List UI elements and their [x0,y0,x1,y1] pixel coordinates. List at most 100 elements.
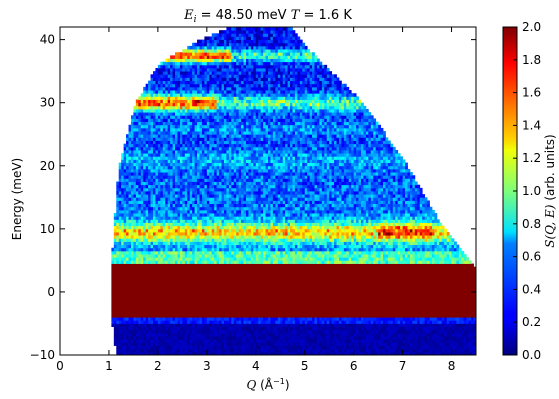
heatmap-cell [277,329,281,334]
heatmap-cell [439,304,443,309]
heatmap-cell [449,323,452,328]
heatmap-cell [409,345,413,350]
heatmap-cell [184,336,188,340]
heatmap-cell [121,282,125,287]
heatmap-cell [427,310,430,315]
heatmap-cell [348,329,352,334]
heatmap-cell [245,345,249,350]
heatmap-cell [121,307,125,312]
heatmap-cell [265,310,269,315]
heatmap-cell [363,317,367,321]
heatmap-cell [121,320,125,324]
heatmap-cell [277,276,281,280]
heatmap-cell [297,276,301,280]
heatmap-cell [321,257,325,261]
heatmap-cell [263,298,266,302]
heatmap-cell [449,310,452,315]
heatmap-cell [250,250,254,255]
heatmap-cell [453,320,457,324]
heatmap-cell [140,317,144,321]
heatmap-cell [282,263,286,268]
heatmap-cell [427,295,430,299]
heatmap-cell [380,250,384,255]
heatmap-cell [385,317,389,321]
heatmap-cell [390,288,394,293]
heatmap-cell [319,282,323,287]
heatmap-cell [427,307,430,312]
heatmap-cell [402,320,406,324]
heatmap-cell [165,247,169,252]
heatmap-cell [152,326,156,331]
heatmap-cell [461,288,465,293]
heatmap-cell [143,317,147,321]
heatmap-cell [419,317,423,321]
heatmap-cell [287,282,291,287]
heatmap-cell [314,323,318,328]
heatmap-cell [314,250,318,255]
heatmap-cell [316,314,320,318]
heatmap-cell [150,298,154,302]
heatmap-cell [444,336,448,340]
heatmap-cell [461,345,465,350]
heatmap-cell [250,295,254,299]
heatmap-cell [219,342,222,346]
heatmap-cell [290,257,293,261]
heatmap-cell [373,336,377,340]
heatmap-cell [331,342,335,346]
heatmap-cell [177,326,181,331]
heatmap-cell [123,329,127,334]
heatmap-cell [275,285,279,290]
heatmap-cell [118,323,122,328]
heatmap-cell [316,247,320,252]
heatmap-cell [219,307,222,312]
heatmap [111,27,476,355]
heatmap-cell [160,317,164,321]
heatmap-cell [395,301,399,305]
heatmap-cell [439,269,443,274]
heatmap-cell [331,304,335,309]
heatmap-cell [170,295,173,299]
heatmap-cell [402,257,406,261]
heatmap-cell [309,336,313,340]
heatmap-cell [233,263,237,268]
heatmap-cell [111,257,115,261]
heatmap-cell [118,250,122,255]
heatmap-cell [431,348,435,353]
heatmap-cell [270,250,274,255]
heatmap-cell [446,298,450,302]
heatmap-cell [118,254,122,258]
heatmap-cell [409,260,413,264]
heatmap-cell [414,342,418,346]
heatmap-cell [368,342,372,346]
heatmap-cell [343,323,347,328]
heatmap-cell [179,266,183,271]
heatmap-cell [363,260,367,264]
heatmap-cell [356,314,359,318]
heatmap-cell [451,291,455,296]
heatmap-cell [113,254,117,258]
heatmap-cell [214,250,218,255]
heatmap-cell [409,301,413,305]
heatmap-cell [130,273,134,277]
heatmap-cell [221,282,225,287]
heatmap-cell [226,282,230,287]
heatmap-cell [280,298,284,302]
heatmap-cell [373,279,377,283]
heatmap-cell [133,345,137,350]
heatmap-cell [380,263,384,268]
heatmap-cell [441,351,445,355]
heatmap-cell [431,351,435,355]
heatmap-cell [324,332,328,337]
heatmap-cell [331,307,335,312]
heatmap-cell [216,269,220,274]
heatmap-cell [199,348,203,353]
heatmap-cell [314,304,318,309]
heatmap-cell [466,285,470,290]
heatmap-cell [456,291,460,296]
heatmap-cell [326,273,330,277]
heatmap-cell [314,336,318,340]
heatmap-cell [223,285,227,290]
heatmap-cell [130,336,134,340]
heatmap-cell [309,260,313,264]
heatmap-cell [201,282,205,287]
